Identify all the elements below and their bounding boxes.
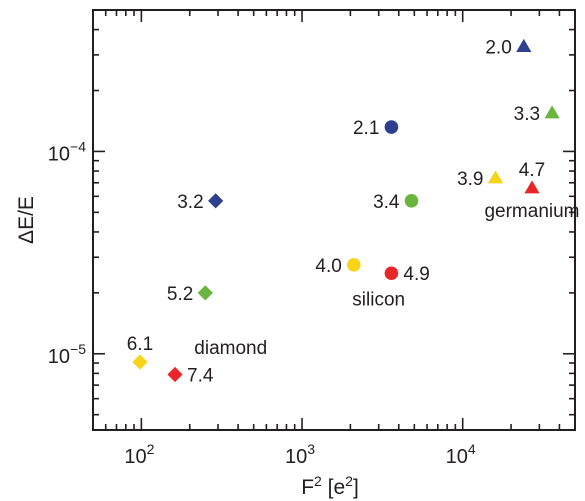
marker-germanium-green xyxy=(544,105,560,119)
data-label-3.4: 3.4 xyxy=(373,192,400,213)
marker-germanium-blue xyxy=(516,38,532,52)
plot-frame xyxy=(92,9,576,431)
data-label-4.9: 4.9 xyxy=(403,264,429,285)
data-label-5.2: 5.2 xyxy=(167,284,193,305)
data-label-3.9: 3.9 xyxy=(457,169,483,190)
data-label-4.7: 4.7 xyxy=(519,160,545,181)
annotation-diamond: diamond xyxy=(194,338,267,359)
marker-silicon-blue xyxy=(384,120,399,134)
x-tick-label: 104 xyxy=(446,441,476,468)
annotation-germanium: germanium xyxy=(484,201,579,222)
annotation-silicon: silicon xyxy=(352,290,405,311)
y-tick-labels: 10−5 10−4 xyxy=(48,138,86,367)
data-label-2.1: 2.1 xyxy=(353,118,379,139)
x-axis-title: F2 [e2] xyxy=(301,473,359,499)
axis-ticks xyxy=(93,10,575,430)
data-label-6.1: 6.1 xyxy=(127,334,153,355)
marker-silicon-yellow xyxy=(347,258,361,272)
marker-silicon-red xyxy=(384,266,399,281)
data-label-3.2: 3.2 xyxy=(177,192,203,213)
marker-diamond-red xyxy=(167,366,183,383)
x-tick-label: 103 xyxy=(285,441,315,468)
marker-germanium-red xyxy=(524,180,540,194)
data-labels: 2.0 3.3 3.9 4.7 2.1 3.4 4.0 4.9 3.2 5.2 6.1 7.4 xyxy=(127,38,545,387)
marker-diamond-blue xyxy=(208,193,224,209)
data-label-4.0: 4.0 xyxy=(315,256,341,277)
data-label-7.4: 7.4 xyxy=(187,365,214,386)
x-tick-labels: 102 103 104 xyxy=(124,441,476,468)
x-tick-label: 102 xyxy=(124,441,154,468)
annotations: germanium silicon diamond xyxy=(194,201,579,359)
marker-diamond-green xyxy=(197,285,213,301)
data-label-2.0: 2.0 xyxy=(485,38,511,59)
data-points xyxy=(132,38,560,383)
y-tick-label: 10−4 xyxy=(48,138,86,165)
marker-diamond-yellow xyxy=(132,354,148,370)
y-tick-label: 10−5 xyxy=(48,341,86,368)
data-label-3.3: 3.3 xyxy=(514,104,540,125)
y-axis-title: ΔE/E xyxy=(15,196,38,244)
marker-silicon-green xyxy=(404,194,419,208)
marker-germanium-yellow xyxy=(487,170,504,184)
